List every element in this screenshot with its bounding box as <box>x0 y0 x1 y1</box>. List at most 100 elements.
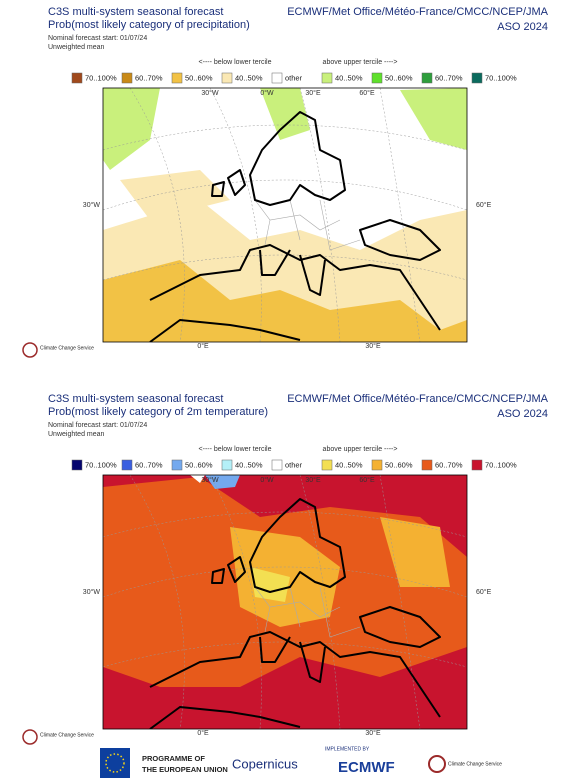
legend-label: 50..60% <box>185 73 213 82</box>
lon-label: 0°W <box>260 476 274 484</box>
graticule <box>209 88 262 342</box>
coastline <box>211 181 225 197</box>
lon-label: 0°E <box>197 729 209 737</box>
mean-type: Unweighted mean <box>48 431 105 438</box>
lon-label: 30°E <box>305 476 321 484</box>
implemented-by: IMPLEMENTED BY <box>325 746 370 752</box>
graticule <box>103 641 467 668</box>
lon-label: 60°E <box>359 476 375 484</box>
legend-swatch <box>71 72 83 84</box>
lat-label: 60°E <box>476 201 492 209</box>
coastline <box>299 254 326 296</box>
season: ASO 2024 <box>497 21 548 33</box>
legend-label: 70..100% <box>85 460 117 469</box>
providers: ECMWF/Met Office/Météo-France/CMCC/NCEP/… <box>287 393 548 405</box>
coastline <box>259 636 291 663</box>
graticule <box>379 88 421 342</box>
providers: ECMWF/Met Office/Météo-France/CMCC/NCEP/… <box>287 6 548 18</box>
eu-stars <box>105 753 125 773</box>
legend-label: 60..70% <box>435 460 463 469</box>
coastline <box>149 631 441 718</box>
coastline <box>149 319 301 342</box>
probability-area <box>380 517 450 587</box>
map-frame <box>102 87 468 343</box>
country-border <box>254 199 361 251</box>
legend-label: 50..60% <box>385 73 413 82</box>
map <box>103 475 467 729</box>
c3s-text: Climate Change Service <box>448 761 502 767</box>
legend-label: other <box>285 73 303 82</box>
forecast-panel: C3S multi-system seasonal forecastProb(m… <box>22 393 549 745</box>
legend-swatch <box>371 72 383 84</box>
legend-swatch <box>121 459 133 471</box>
legend-label: 60..70% <box>435 73 463 82</box>
mean-type: Unweighted mean <box>48 44 105 51</box>
legend-swatch <box>171 459 183 471</box>
lat-label: 30°W <box>83 201 101 209</box>
graticule <box>103 179 467 211</box>
season: ASO 2024 <box>497 408 548 420</box>
legend-swatch <box>321 459 333 471</box>
graticule <box>103 254 467 281</box>
probability-area <box>260 88 310 140</box>
footer: PROGRAMME OF THE EUROPEAN UNION Copernic… <box>100 746 502 778</box>
map <box>103 88 467 342</box>
legend-label: 50..60% <box>385 460 413 469</box>
coastline <box>359 606 441 648</box>
coastline <box>299 641 326 683</box>
graticule <box>103 566 467 598</box>
legend-swatch <box>421 459 433 471</box>
lon-label: 30°W <box>201 89 219 97</box>
coastline <box>227 556 246 583</box>
probability-area <box>205 475 240 489</box>
legend-label: 40..50% <box>235 460 263 469</box>
lon-label: 30°E <box>365 342 381 350</box>
legend-label: 40..50% <box>335 73 363 82</box>
lon-label: 60°E <box>359 89 375 97</box>
legend-label: 60..70% <box>135 73 163 82</box>
lon-label: 30°W <box>201 476 219 484</box>
c3s-logo-text: Climate Change Service <box>40 345 94 351</box>
legend-label: 40..50% <box>335 460 363 469</box>
coastline <box>149 706 301 729</box>
coastline <box>259 249 291 276</box>
above-label: above upper tercile ----> <box>323 59 398 66</box>
country-border <box>254 586 361 638</box>
coastline <box>149 244 441 331</box>
map-frame <box>102 474 468 730</box>
ecmwf-logo: ECMWF <box>338 759 395 776</box>
legend-label: 60..70% <box>135 460 163 469</box>
eu-text: PROGRAMME OF <box>142 754 205 763</box>
coastline <box>211 568 225 584</box>
graticule <box>209 475 262 729</box>
legend-label: 70..100% <box>485 73 517 82</box>
below-label: <---- below lower tercile <box>199 446 272 453</box>
c3s-logo-text: Climate Change Service <box>40 732 94 738</box>
graticule <box>379 475 421 729</box>
panel-subtitle: Prob(most likely category of 2m temperat… <box>48 406 268 418</box>
panel-title: C3S multi-system seasonal forecast <box>48 6 223 18</box>
coastline <box>249 111 346 206</box>
coastline <box>227 169 246 196</box>
probability-area <box>190 475 205 483</box>
legend-swatch <box>271 459 283 471</box>
graticule <box>129 475 185 729</box>
forecast-panel: C3S multi-system seasonal forecastProb(m… <box>22 6 549 358</box>
below-label: <---- below lower tercile <box>199 59 272 66</box>
legend-swatch <box>121 72 133 84</box>
probability-area <box>400 88 467 150</box>
legend-swatch <box>221 459 233 471</box>
legend-swatch <box>321 72 333 84</box>
legend-label: 70..100% <box>85 73 117 82</box>
lon-label: 30°E <box>365 729 381 737</box>
legend-label: 50..60% <box>185 460 213 469</box>
coastline <box>249 498 346 593</box>
legend-swatch <box>421 72 433 84</box>
legend-label: other <box>285 460 303 469</box>
lon-label: 0°E <box>197 342 209 350</box>
c3s-logo <box>428 755 446 773</box>
c3s-logo <box>22 342 38 358</box>
map-layer <box>103 88 467 342</box>
legend-swatch <box>221 72 233 84</box>
